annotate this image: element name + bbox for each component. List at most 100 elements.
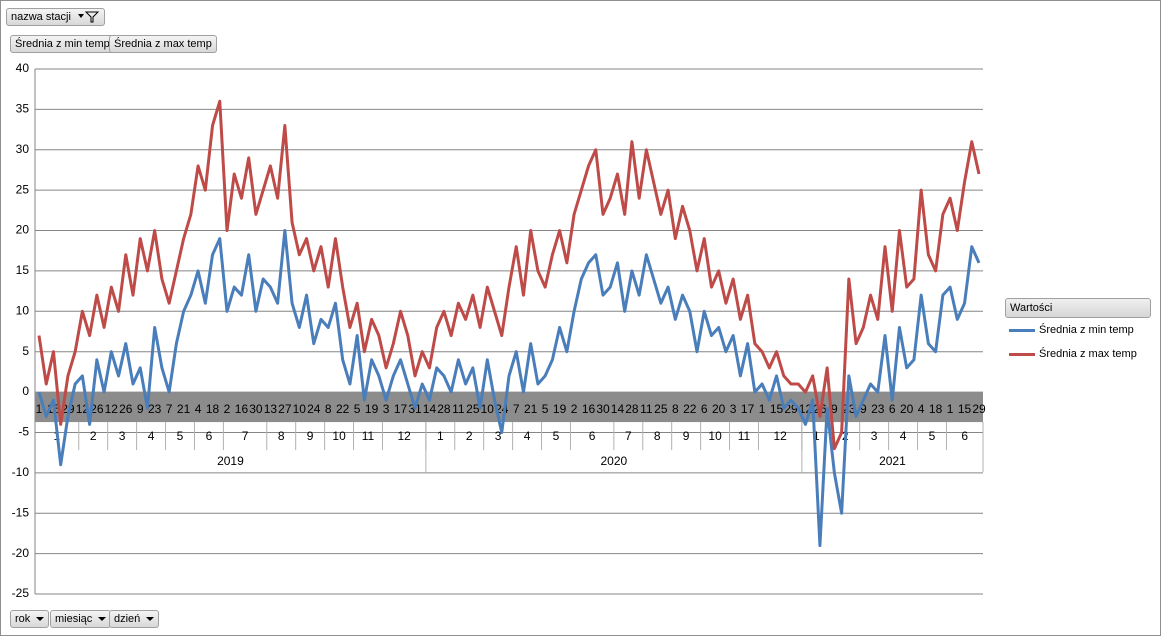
y-tick-label: 5 (22, 344, 29, 358)
x-tick-label: 23 (871, 402, 885, 416)
x-tick-label: 27 (278, 402, 292, 416)
x-tick-label: 25 (654, 402, 668, 416)
month-label: 1 (813, 429, 820, 443)
month-label: 3 (871, 429, 878, 443)
x-tick-label: 4 (195, 402, 202, 416)
month-label: 4 (148, 429, 155, 443)
month-label: 10 (332, 429, 346, 443)
y-tick-label: 15 (16, 263, 30, 277)
y-tick-label: 20 (16, 223, 30, 237)
x-tick-label: 24 (307, 402, 321, 416)
month-label: 5 (177, 429, 184, 443)
x-tick-label: 18 (206, 402, 220, 416)
x-tick-label: 16 (582, 402, 596, 416)
month-label: 4 (524, 429, 531, 443)
month-label: 5 (553, 429, 560, 443)
y-tick-label: -10 (12, 465, 30, 479)
x-tick-label: 5 (354, 402, 361, 416)
button-label: dzień (114, 613, 141, 625)
series-line (37, 229, 981, 548)
month-label: 7 (242, 429, 249, 443)
x-tick-label: 25 (466, 402, 480, 416)
x-tick-label: 6 (701, 402, 708, 416)
x-tick-label: 17 (394, 402, 408, 416)
month-label: 6 (206, 429, 213, 443)
filter-icon (77, 11, 100, 23)
x-tick-label: 16 (235, 402, 249, 416)
month-label: 4 (900, 429, 907, 443)
axis-button[interactable]: dzień (109, 610, 160, 628)
x-tick-label: 7 (166, 402, 173, 416)
axis-button[interactable]: miesiąc (50, 610, 112, 628)
y-tick-label: 10 (16, 303, 30, 317)
button-label: miesiąc (55, 613, 93, 625)
y-tick-label: -25 (12, 586, 30, 600)
x-tick-label: 30 (596, 402, 610, 416)
x-tick-label: 19 (365, 402, 379, 416)
y-tick-label: -20 (12, 546, 30, 560)
x-tick-label: 11 (452, 402, 465, 416)
filter-button[interactable]: nazwa stacji (6, 8, 105, 26)
month-label: 6 (961, 429, 968, 443)
month-label: 2 (466, 429, 473, 443)
x-tick-label: 12 (105, 402, 119, 416)
series-line (37, 99, 981, 451)
y-tick-label: 30 (16, 142, 30, 156)
y-tick-label: 25 (16, 182, 30, 196)
x-tick-label: 20 (900, 402, 914, 416)
x-tick-label: 5 (542, 402, 549, 416)
x-tick-label: 21 (524, 402, 538, 416)
x-tick-label: 2 (224, 402, 231, 416)
month-label: 12 (397, 429, 411, 443)
month-label: 12 (773, 429, 787, 443)
legend-entry: Średnia z max temp (1005, 342, 1151, 366)
legend-label: Średnia z min temp (1039, 324, 1134, 336)
x-tick-label: 1 (36, 402, 43, 416)
value-button[interactable]: Średnia z max temp (109, 35, 217, 53)
x-tick-label: 6 (889, 402, 896, 416)
x-tick-label: 8 (325, 402, 332, 416)
x-tick-label: 28 (625, 402, 639, 416)
legend-swatch (1009, 329, 1035, 332)
axis-button[interactable]: rok (10, 610, 50, 628)
x-tick-label: 9 (860, 402, 867, 416)
x-tick-label: 9 (137, 402, 144, 416)
x-tick-label: 10 (293, 402, 307, 416)
value-button[interactable]: Średnia z min temp (10, 35, 115, 53)
month-label: 11 (738, 429, 751, 443)
x-tick-label: 3 (730, 402, 737, 416)
x-tick-label: 21 (177, 402, 191, 416)
month-label: 8 (654, 429, 661, 443)
x-tick-label: 1 (759, 402, 766, 416)
x-tick-label: 26 (90, 402, 104, 416)
y-tick-label: 35 (16, 102, 30, 116)
legend-title[interactable]: Wartości (1005, 298, 1151, 318)
x-tick-label: 7 (513, 402, 520, 416)
month-label: 6 (589, 429, 596, 443)
x-tick-label: 26 (119, 402, 133, 416)
month-label: 8 (278, 429, 285, 443)
year-label: 2021 (879, 454, 906, 468)
x-tick-label: 20 (712, 402, 726, 416)
x-tick-label: 13 (264, 402, 278, 416)
legend-label: Średnia z max temp (1039, 348, 1137, 360)
button-label: rok (15, 613, 31, 625)
button-label: nazwa stacji (11, 11, 71, 23)
month-label: 5 (929, 429, 936, 443)
x-tick-label: 14 (611, 402, 625, 416)
legend: Wartości Średnia z min temp Średnia z max… (1005, 298, 1151, 366)
x-tick-label: 11 (640, 402, 653, 416)
x-tick-label: 4 (918, 402, 925, 416)
x-tick-label: 2 (571, 402, 578, 416)
x-tick-label: 17 (741, 402, 755, 416)
x-tick-label: 29 (972, 402, 986, 416)
x-tick-label: 19 (553, 402, 567, 416)
month-label: 9 (307, 429, 314, 443)
month-label: 1 (437, 429, 444, 443)
x-tick-label: 9 (831, 402, 838, 416)
x-tick-label: 22 (336, 402, 350, 416)
x-tick-label: 15 (770, 402, 784, 416)
month-label: 7 (625, 429, 632, 443)
